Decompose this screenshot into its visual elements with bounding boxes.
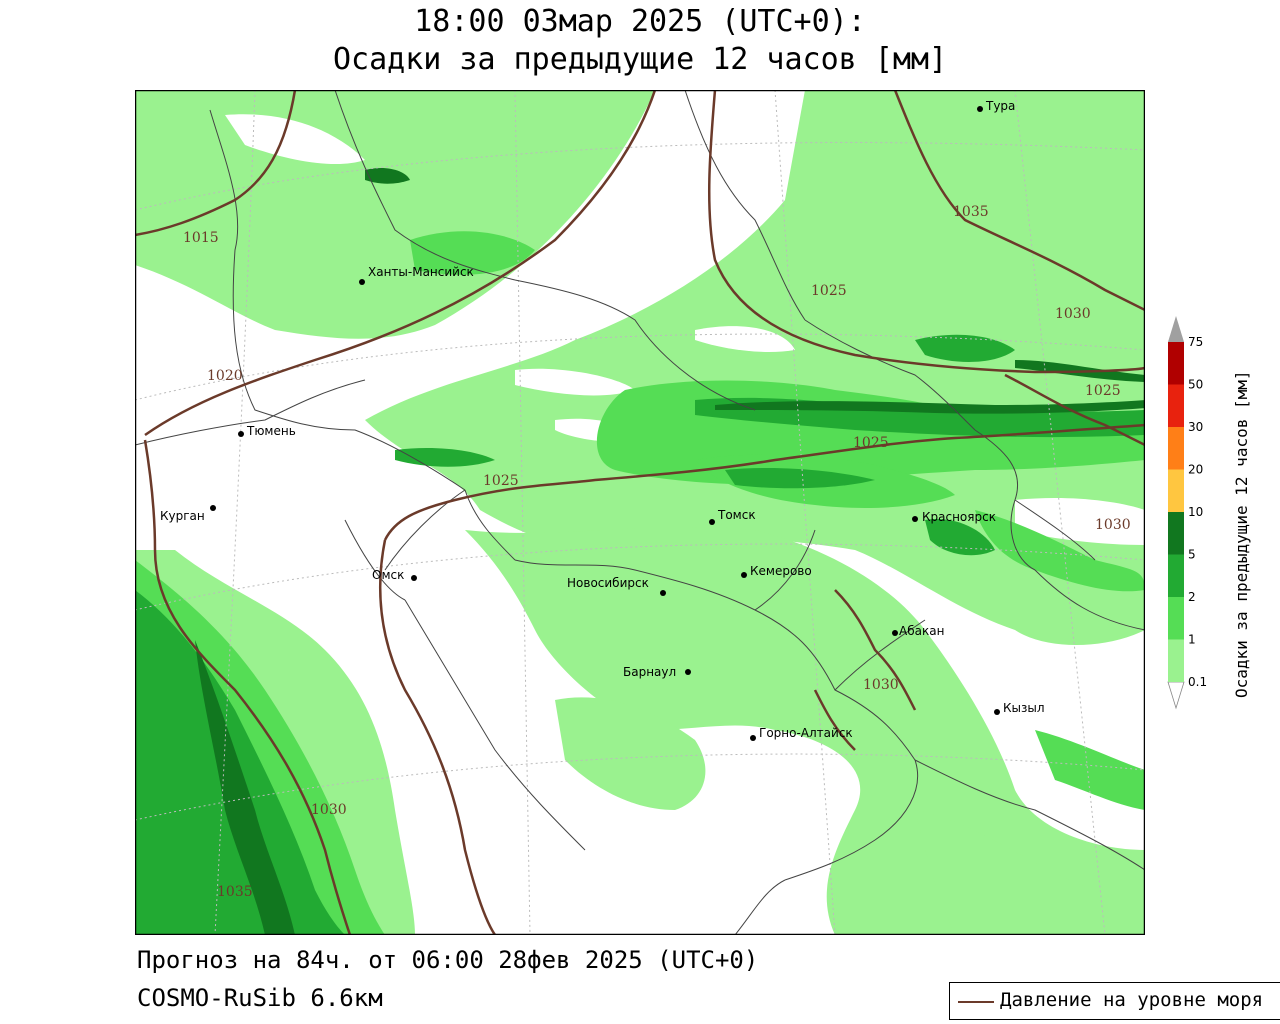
forecast-line: Прогноз на 84ч. от 06:00 28фев 2025 (UTC… xyxy=(137,946,759,974)
colorbar-tick-label: 50 xyxy=(1188,378,1203,392)
city-label: Ханты-Мансийск xyxy=(368,265,474,279)
isobar-label: 1025 xyxy=(811,283,847,299)
city-dot xyxy=(411,575,417,581)
colorbar-swatch xyxy=(1168,554,1184,597)
pressure-legend: Давление на уровне моря xyxy=(949,982,1280,1020)
colorbar-swatch xyxy=(1168,512,1184,555)
city-dot xyxy=(977,106,983,112)
title-line-2: Осадки за предыдущие 12 часов [мм] xyxy=(332,42,948,77)
city-label: Тура xyxy=(985,99,1015,113)
city-label: Кемерово xyxy=(750,564,812,578)
city-dot xyxy=(709,519,715,525)
colorbar-tick-label: 20 xyxy=(1188,463,1203,477)
colorbar-tick-label: 30 xyxy=(1188,420,1203,434)
colorbar-swatch xyxy=(1168,342,1184,385)
city-label: Кызыл xyxy=(1003,701,1045,715)
city-dot xyxy=(359,279,365,285)
colorbar-title: Осадки за предыдущие 12 часов [мм] xyxy=(1232,370,1251,698)
map-frame xyxy=(135,90,1145,935)
pressure-legend-line xyxy=(958,1001,994,1003)
isobar-label: 1035 xyxy=(953,204,989,220)
city-label: Абакан xyxy=(899,624,944,638)
isobar-labels: 1015 1020 1025 1025 1025 1030 1035 1025 … xyxy=(183,204,1131,900)
city-label: Томск xyxy=(717,508,756,522)
isobar-label: 1035 xyxy=(217,884,253,900)
isobar-label: 1030 xyxy=(1095,517,1131,533)
isobar-label: 1020 xyxy=(207,368,243,384)
city-dot xyxy=(238,431,244,437)
isobar-label: 1025 xyxy=(483,473,519,489)
precipitation-colorbar: 0.1 1 2 5 10 20 30 50 75 xyxy=(1167,316,1207,710)
city-label: Новосибирск xyxy=(567,576,649,590)
pressure-legend-label: Давление на уровне моря xyxy=(1000,989,1264,1011)
city-label: Курган xyxy=(160,509,205,523)
isobar-label: 1030 xyxy=(311,802,347,818)
city-label: Барнаул xyxy=(623,665,676,679)
isobars xyxy=(135,90,1145,935)
colorbar-swatch xyxy=(1168,597,1184,640)
colorbar-swatch xyxy=(1168,469,1184,512)
city-label: Красноярск xyxy=(922,510,996,524)
colorbar-swatch xyxy=(1168,427,1184,470)
isobar-label: 1025 xyxy=(1085,383,1121,399)
colorbar-tick-label: 75 xyxy=(1188,335,1203,349)
model-name: COSMO-RuSib 6.6км xyxy=(137,984,383,1012)
city-dot xyxy=(660,590,666,596)
precip-light xyxy=(135,90,1145,935)
city-labels: Тура Ханты-Мансийск Тюмень Курган Омск Н… xyxy=(160,99,1045,741)
colorbar-tick-label: 5 xyxy=(1188,548,1196,562)
isobar-label: 1030 xyxy=(1055,306,1091,322)
isobar-label: 1015 xyxy=(183,230,219,246)
city-label: Тюмень xyxy=(246,424,296,438)
colorbar-swatch xyxy=(1167,681,1185,710)
colorbar-swatch xyxy=(1168,639,1184,682)
city-dot xyxy=(685,669,691,675)
city-dot xyxy=(750,735,756,741)
colorbar-tick-label: 2 xyxy=(1188,590,1196,604)
precipitation-map: 1015 1020 1025 1025 1025 1030 1035 1025 … xyxy=(135,90,1145,935)
city-dot xyxy=(210,505,216,511)
title-line-1: 18:00 03мар 2025 (UTC+0): xyxy=(414,4,866,39)
city-dot xyxy=(741,572,747,578)
region-borders xyxy=(135,90,1145,935)
isobar-label: 1025 xyxy=(853,435,889,451)
colorbar-tick-label: 1 xyxy=(1188,633,1196,647)
city-dot xyxy=(994,709,1000,715)
colorbar-swatch xyxy=(1168,384,1184,427)
city-dot xyxy=(912,516,918,522)
colorbar-tick-label: 10 xyxy=(1188,505,1203,519)
isobar-label: 1030 xyxy=(863,677,899,693)
city-label: Омск xyxy=(372,568,404,582)
colorbar-swatch xyxy=(1168,316,1184,342)
city-dot xyxy=(892,630,898,636)
colorbar-tick-label: 0.1 xyxy=(1188,675,1207,689)
city-label: Горно-Алтайск xyxy=(759,726,853,740)
lat-lon-grid xyxy=(135,90,1145,935)
